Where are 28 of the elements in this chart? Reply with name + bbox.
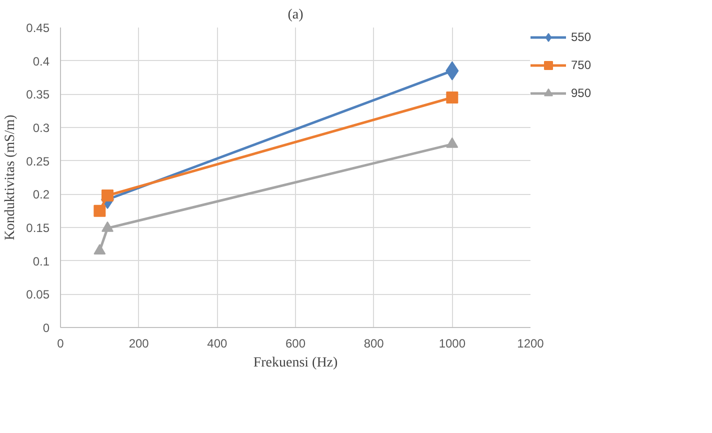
y-axis-title: Konduktivitas (mS/m) [3,114,18,240]
x-tick-label: 1200 [517,336,544,350]
y-tick-label: 0.4 [32,54,50,68]
y-tick-label: 0.3 [32,121,50,135]
x-tick-label: 1000 [438,336,466,350]
x-tick-label: 0 [57,336,64,350]
y-tick-label: 0.45 [26,21,50,35]
point [94,244,106,255]
x-tick-label: 200 [128,336,150,350]
x-tick-label: 600 [285,336,306,350]
point [446,92,458,104]
y-tick-label: 0.1 [32,254,50,268]
point [94,204,106,217]
y-tick-label: 0.15 [26,221,50,235]
point [446,137,458,148]
y-tick-label: 0.25 [26,154,50,168]
x-tick-label: 800 [364,336,384,350]
chart-title: (a) [288,8,304,22]
legend-label: 550 [571,30,592,44]
y-tick-label: 0.35 [26,88,50,102]
x-axis-title: Frekuensi (Hz) [253,356,338,370]
y-tick-label: 0.2 [32,188,50,202]
y-tick-label: 0 [42,321,50,335]
y-tick-label: 0.05 [26,288,50,302]
legend-label: 950 [571,86,592,100]
point [102,221,114,232]
legend-label: 750 [571,58,592,72]
x-tick-label: 400 [207,336,228,350]
